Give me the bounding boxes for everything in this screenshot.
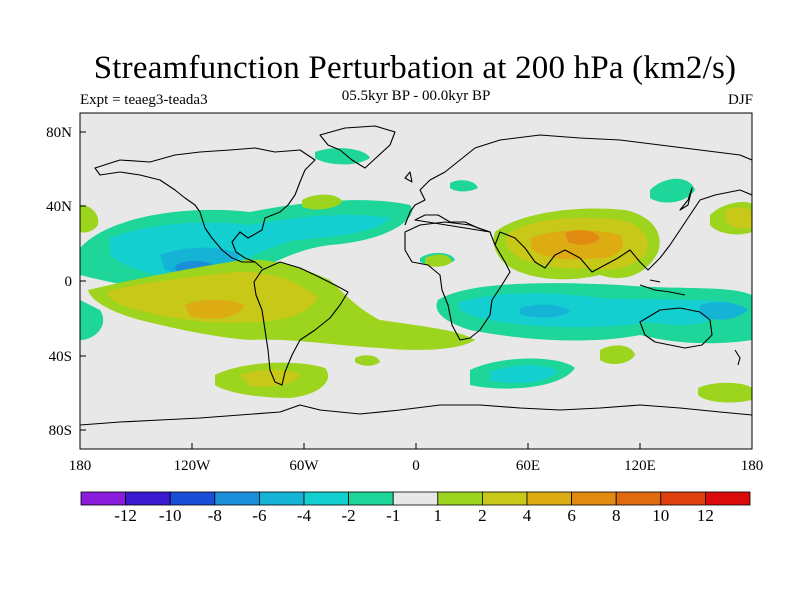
colorbar-label: 10: [652, 506, 670, 525]
colorbar-label: -12: [114, 506, 137, 525]
colorbar-label: 2: [478, 506, 487, 525]
lon-label: 180: [69, 458, 92, 474]
lat-label: 40N: [46, 199, 72, 215]
greenland-coast: [319, 125, 396, 169]
north-america-coast: [94, 147, 316, 269]
neg-anomaly-kamchatka: [650, 178, 695, 203]
period-label: 05.5kyr BP - 00.0kyr BP: [341, 88, 491, 104]
colorbar-box: [481, 491, 528, 506]
neg-anomaly-se-pacific-w: [80, 300, 104, 340]
colorbar-box: [526, 491, 572, 506]
lat-label: 40S: [49, 349, 72, 365]
pos-anomaly-indian-south: [600, 345, 635, 365]
indonesia-coast: [639, 279, 686, 296]
colorbar-box: [169, 491, 216, 506]
pos-anomaly-dateline-w: [80, 205, 99, 233]
antarctica-coast: [80, 404, 752, 426]
colorbar-label: 1: [433, 506, 443, 525]
australia-coast: [639, 307, 713, 349]
colorbar-box: [571, 491, 617, 506]
lon-label: 60E: [516, 458, 540, 474]
colorbar-label: -10: [158, 506, 182, 525]
lon-axis: 180 120W 60W 0 60E 120E 180: [69, 443, 764, 474]
eurasia-coast: [404, 134, 752, 273]
lat-label: 0: [65, 274, 73, 290]
south-america-coast: [253, 261, 349, 386]
plot-title: Streamfunction Perturbation at 200 hPa (…: [93, 50, 737, 86]
colorbar-label: -1: [386, 506, 401, 525]
colorbar-box: [437, 491, 483, 506]
pos-anomaly-west-africa: [425, 254, 452, 267]
colorbar-box: [348, 491, 394, 506]
colorbar-box: [392, 491, 439, 506]
lat-label: 80S: [49, 423, 72, 439]
colorbar-box: [303, 491, 349, 506]
lat-axis: 80N 40N 0 40S 80S: [46, 125, 86, 439]
colorbar-box: [258, 491, 305, 506]
colorbar: [80, 491, 751, 506]
colorbar-label: 6: [567, 506, 576, 525]
colorbar-label: -6: [252, 506, 267, 525]
lon-label: 60W: [289, 458, 319, 474]
experiment-label: Expt = teaeg3-teada3: [80, 92, 208, 108]
colorbar-label: -8: [207, 506, 222, 525]
new-zealand-coast: [734, 349, 741, 366]
colorbar-box: [125, 491, 171, 506]
contour-fill-layer: [80, 148, 752, 403]
japan-coast: [679, 187, 693, 211]
colorbar-label: 4: [522, 506, 532, 525]
coastlines: [80, 125, 752, 426]
uk-coast: [404, 171, 413, 183]
neg-anomaly-north-atlantic: [315, 148, 370, 165]
colorbar-label: 8: [611, 506, 621, 525]
pos-anomaly-australia-s: [698, 382, 752, 403]
lat-label: 80N: [46, 125, 72, 141]
season-label: DJF: [727, 92, 753, 108]
colorbar-box: [80, 491, 126, 506]
pos-anomaly-north-atlantic: [302, 194, 342, 210]
colorbar-label: -2: [341, 506, 356, 525]
colorbar-label: -4: [296, 506, 312, 525]
lon-label: 120E: [624, 458, 656, 474]
lon-label: 0: [412, 458, 420, 474]
colorbar-box: [660, 491, 706, 506]
colorbar-label: 12: [696, 506, 714, 525]
colorbar-box: [705, 491, 751, 506]
lon-label: 180: [741, 458, 764, 474]
lon-label: 120W: [174, 458, 212, 474]
neg-anomaly-europe: [450, 180, 478, 192]
colorbar-box: [615, 491, 662, 506]
colorbar-box: [214, 491, 260, 506]
pos-anomaly-south-atlantic-small: [355, 355, 380, 366]
